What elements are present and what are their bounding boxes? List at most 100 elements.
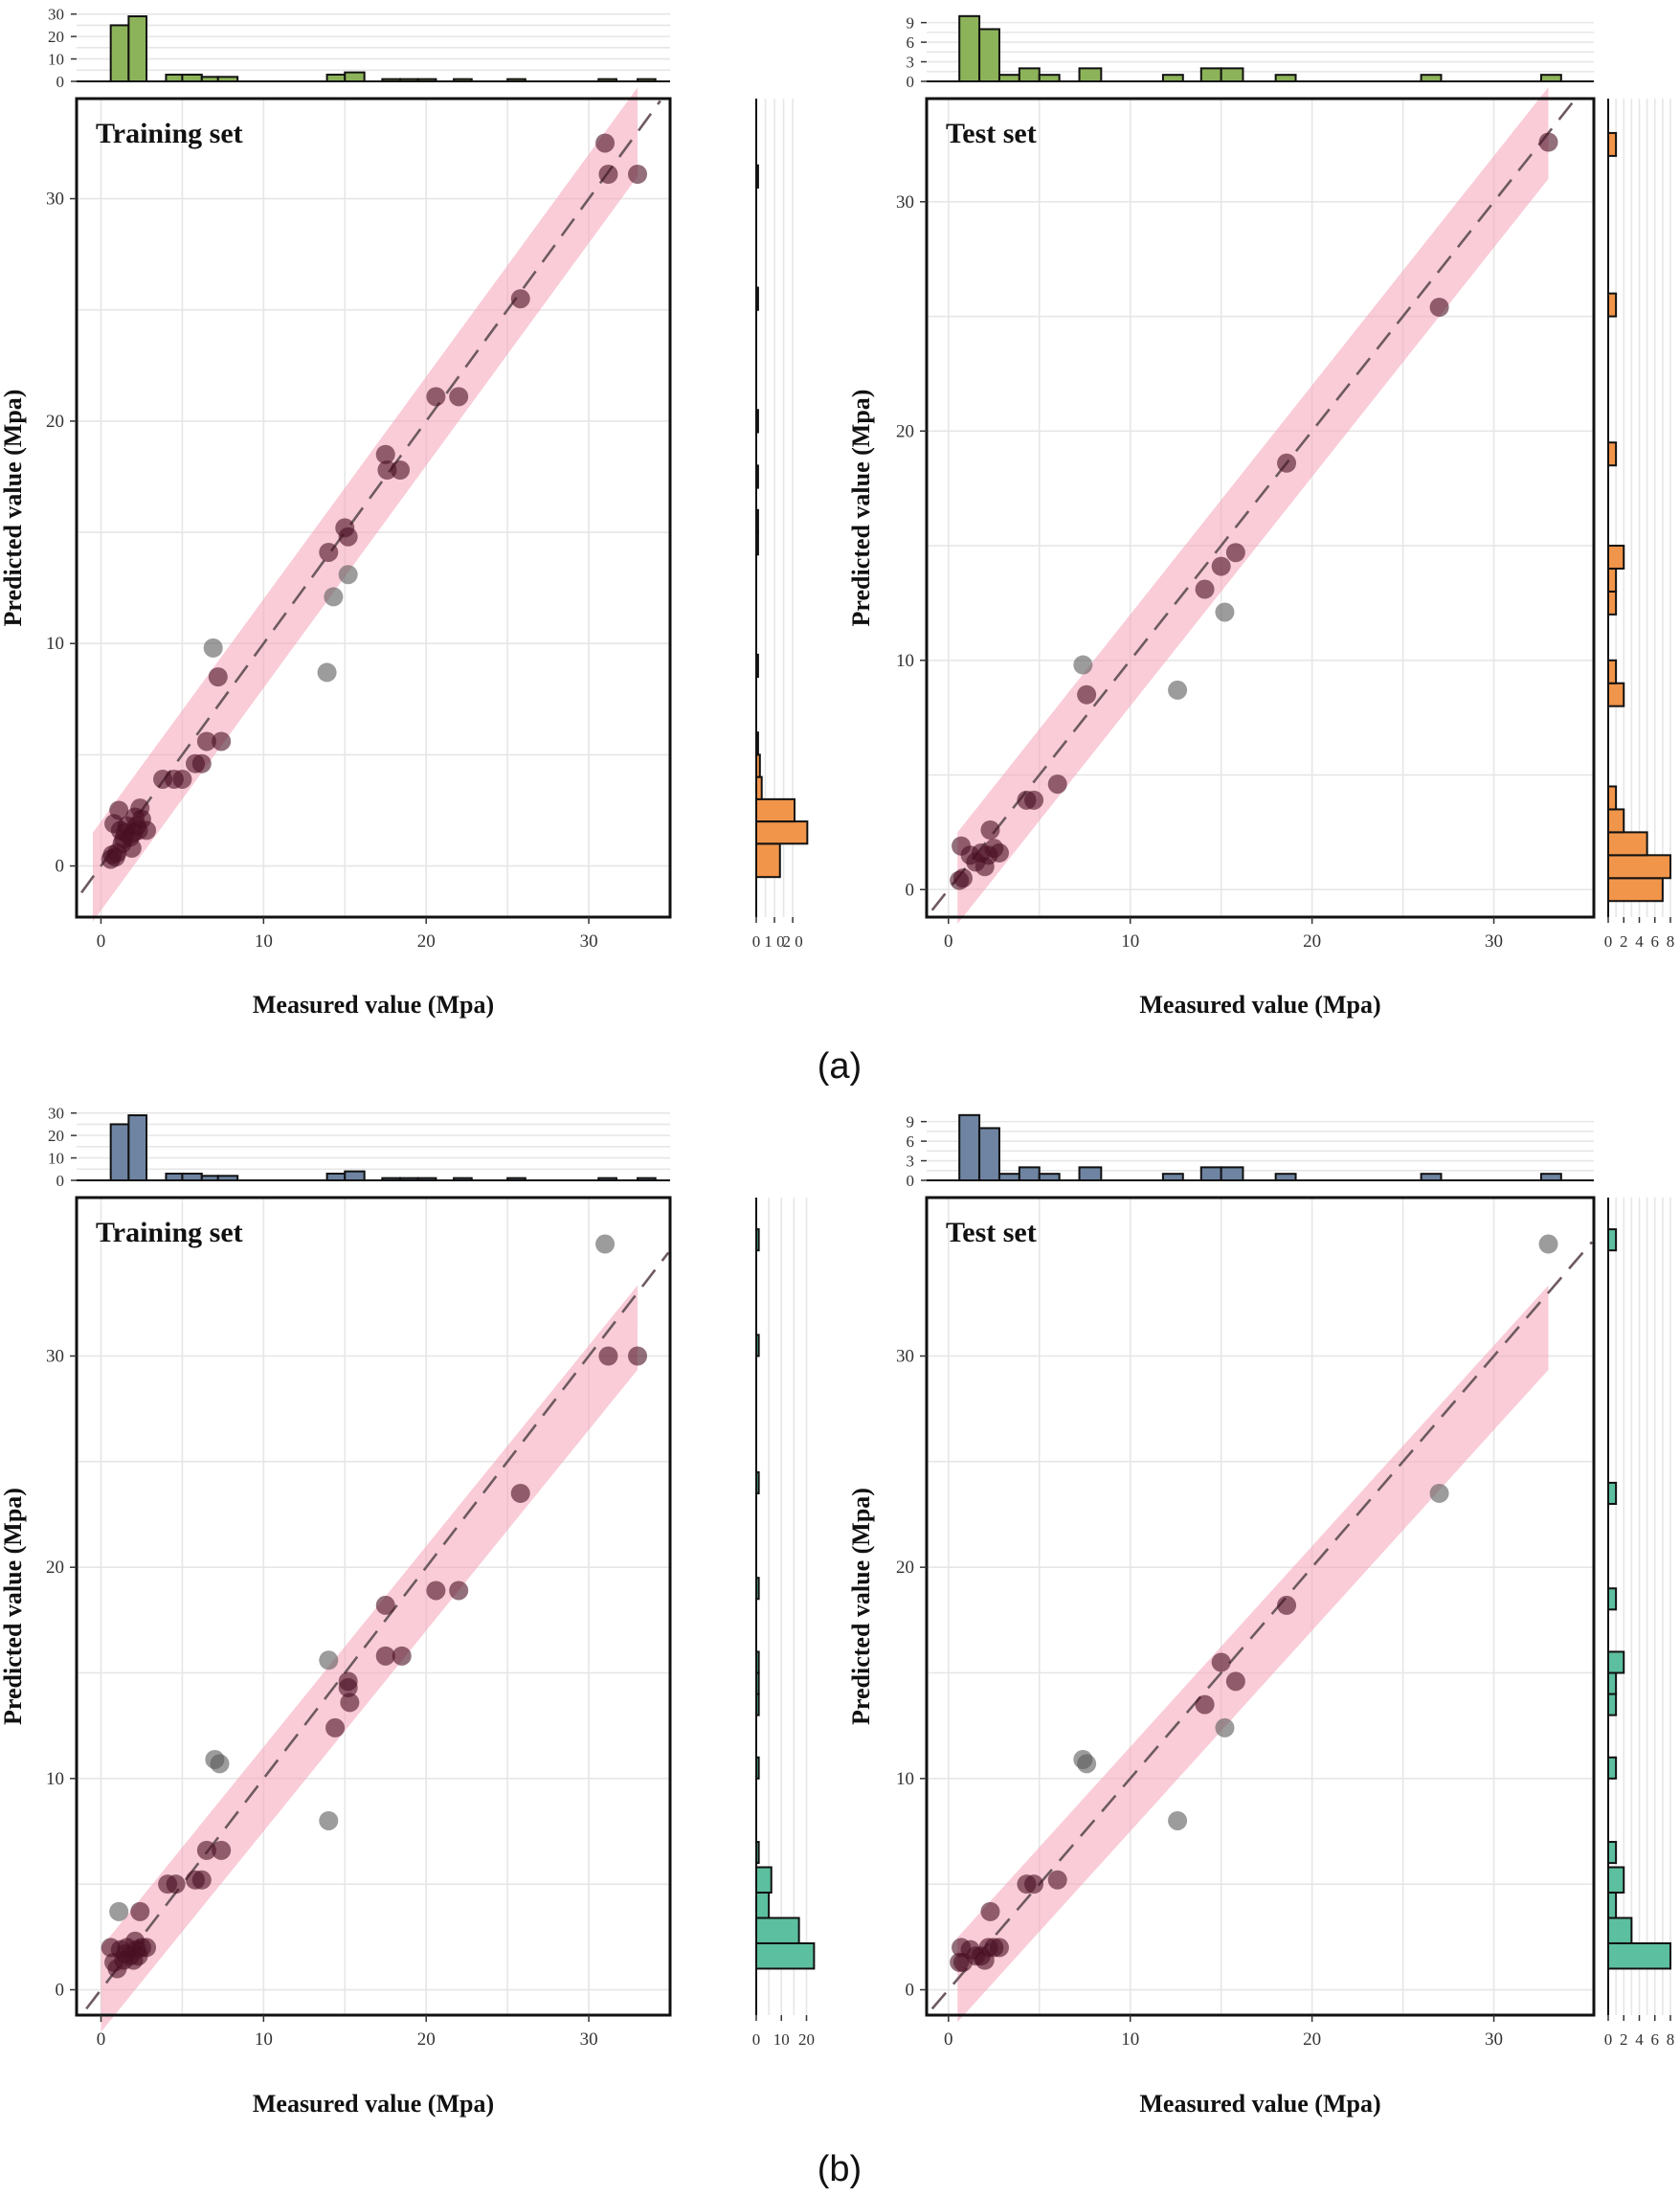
hist-tick-label: 2 bbox=[1620, 2030, 1628, 2049]
hist-bar bbox=[165, 1172, 184, 1181]
hist-bar bbox=[1420, 1173, 1443, 1181]
hist-bar bbox=[978, 28, 1000, 83]
right-histogram: 0 10 20 bbox=[752, 1198, 816, 2049]
hist-bar bbox=[1038, 1173, 1061, 1181]
confidence-band bbox=[957, 1285, 1549, 2023]
hist-tick-label: 0 bbox=[56, 1172, 65, 1190]
hist-bar bbox=[755, 1941, 816, 1970]
hist-tick-label: 0 bbox=[752, 932, 761, 951]
hist-bar bbox=[1607, 292, 1618, 318]
x-tick-label: 10 bbox=[255, 931, 273, 952]
hist-bar bbox=[1161, 74, 1184, 82]
hist-bar bbox=[1607, 1892, 1618, 1919]
hist-bar bbox=[1607, 131, 1618, 157]
data-point bbox=[1538, 1234, 1558, 1254]
confidence-band bbox=[101, 1285, 638, 2032]
data-point bbox=[980, 1901, 1000, 1921]
data-point bbox=[212, 1840, 232, 1860]
data-point bbox=[1077, 1754, 1097, 1774]
x-tick-label: 20 bbox=[417, 931, 436, 952]
hist-bar bbox=[181, 73, 203, 82]
hist-tick-label: 6 bbox=[907, 34, 915, 52]
hist-bar bbox=[755, 1866, 773, 1894]
identity-line bbox=[80, 100, 661, 894]
hist-bar bbox=[1078, 1166, 1103, 1182]
data-point bbox=[598, 164, 618, 184]
top-histogram: 0 10 20 30 bbox=[48, 6, 670, 91]
y-tick-label: 10 bbox=[896, 651, 914, 671]
data-point bbox=[375, 444, 395, 464]
hist-bar bbox=[1607, 590, 1618, 616]
data-point bbox=[1211, 556, 1231, 576]
hist-bar bbox=[1018, 67, 1041, 83]
data-point bbox=[317, 662, 337, 683]
data-point bbox=[449, 387, 469, 407]
data-point bbox=[319, 542, 339, 562]
confidence-band bbox=[92, 87, 638, 922]
panel-a-train: 0 10 20 30 0 10 20 30 Training set Measured value… bbox=[0, 6, 809, 1019]
data-point bbox=[130, 1901, 150, 1921]
data-point bbox=[325, 1717, 346, 1737]
hist-bar bbox=[1078, 67, 1103, 83]
hist-tick-label: 10 bbox=[48, 51, 64, 69]
hist-tick-label: 1 0 bbox=[764, 932, 784, 951]
data-point bbox=[449, 1580, 469, 1601]
top-histogram: 03 69 bbox=[907, 14, 1594, 91]
data-point bbox=[952, 868, 973, 888]
hist-bar bbox=[344, 1170, 366, 1181]
data-point bbox=[980, 819, 1000, 840]
data-point bbox=[191, 753, 212, 773]
hist-tick-label: 0 bbox=[752, 2030, 761, 2049]
hist-bar bbox=[1607, 854, 1671, 880]
hist-tick-label: 4 bbox=[1635, 932, 1644, 951]
hist-bar bbox=[1220, 1166, 1244, 1182]
hist-tick-label: 20 bbox=[798, 2030, 815, 2049]
data-point bbox=[210, 1754, 230, 1774]
data-point bbox=[1195, 1694, 1215, 1715]
data-point bbox=[1225, 543, 1245, 563]
hist-bar bbox=[325, 1172, 347, 1181]
hist-bar bbox=[127, 1114, 148, 1181]
x-tick-label: 0 bbox=[944, 2029, 953, 2050]
data-point bbox=[375, 1595, 395, 1615]
data-point bbox=[338, 1677, 358, 1697]
data-point bbox=[1277, 1595, 1297, 1615]
y-tick-label: 30 bbox=[896, 1347, 914, 1367]
data-point bbox=[105, 847, 125, 867]
hist-bar bbox=[181, 1172, 203, 1181]
hist-bar bbox=[1607, 1650, 1625, 1674]
hist-bar bbox=[1607, 1941, 1671, 1970]
hist-bar bbox=[1607, 1917, 1633, 1944]
hist-bar bbox=[109, 24, 130, 82]
y-tick-label: 10 bbox=[46, 1769, 64, 1789]
hist-tick-label: 3 bbox=[907, 54, 915, 72]
data-point bbox=[1077, 684, 1097, 705]
data-point bbox=[109, 800, 129, 820]
data-point bbox=[1047, 774, 1067, 795]
hist-tick-label: 10 bbox=[773, 2030, 790, 2049]
hist-bar bbox=[1607, 682, 1625, 707]
y-axis-label: Predicted value (Mpa) bbox=[847, 1488, 875, 1725]
hist-bar bbox=[1607, 1671, 1618, 1695]
plot-frame bbox=[75, 97, 672, 919]
hist-bar bbox=[1018, 1166, 1041, 1182]
panel-title: Test set bbox=[946, 118, 1037, 149]
hist-bar bbox=[978, 1127, 1000, 1182]
hist-tick-label: 10 bbox=[48, 1150, 64, 1168]
x-tick-label: 0 bbox=[97, 931, 106, 952]
panel-title: Training set bbox=[96, 1217, 243, 1248]
hist-bar bbox=[325, 73, 347, 82]
hist-bar bbox=[1607, 1756, 1618, 1780]
hist-bar bbox=[1420, 74, 1443, 82]
hist-bar bbox=[1607, 1481, 1618, 1505]
data-point bbox=[392, 1646, 412, 1666]
data-point bbox=[324, 587, 344, 607]
data-point bbox=[1277, 453, 1297, 473]
y-tick-label: 30 bbox=[46, 190, 64, 210]
data-point bbox=[1215, 602, 1235, 622]
hist-bar bbox=[755, 820, 809, 845]
